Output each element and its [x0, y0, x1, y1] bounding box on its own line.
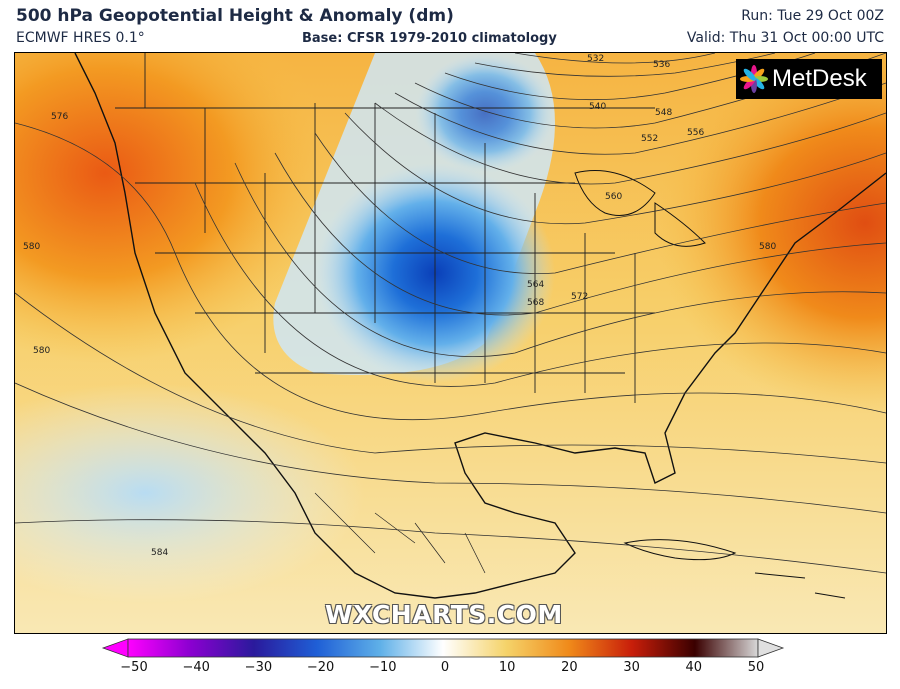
- colorbar-tick-label: 20: [561, 660, 578, 675]
- valid-time: Valid: Thu 31 Oct 00:00 UTC: [686, 30, 884, 46]
- run-time: Run: Tue 29 Oct 00Z: [741, 8, 884, 24]
- chart-title: 500 hPa Geopotential Height & Anomaly (d…: [16, 6, 454, 26]
- colorbar-tick-label: 40: [685, 660, 703, 675]
- colorbar-tick-label: −40: [182, 660, 210, 675]
- colorbar-tick-label: −10: [369, 660, 397, 675]
- warm-anomaly-east: [655, 53, 886, 413]
- contour-label: 580: [23, 242, 40, 252]
- colorbar-min-arrow: [101, 638, 129, 658]
- contour-label: 564: [527, 280, 544, 290]
- colorbar-tick-label: −30: [244, 660, 273, 675]
- colorbar-tick-label: 50: [747, 660, 765, 675]
- great-lakes: [574, 170, 706, 247]
- cool-anomaly-pacific: [15, 383, 365, 603]
- contour-label: 572: [571, 292, 588, 302]
- base-climatology-label: Base: CFSR 1979-2010 climatology: [302, 31, 557, 46]
- warm-anomaly-west: [15, 53, 335, 363]
- contour-label: 532: [587, 54, 604, 64]
- contour-label: 568: [527, 298, 544, 308]
- model-label: ECMWF HRES 0.1°: [16, 30, 145, 46]
- contour-label: 584: [151, 548, 168, 558]
- anomaly-map: 532 536 540 548 552 556 560 564 568 572 …: [14, 52, 887, 634]
- header: 500 hPa Geopotential Height & Anomaly (d…: [0, 0, 900, 52]
- mexico-borders: [314, 492, 486, 574]
- contour-label: 556: [687, 128, 704, 138]
- contour-label: 576: [51, 112, 68, 122]
- metdesk-flower-icon: [740, 65, 768, 93]
- colorbar-tick-label: 0: [440, 660, 450, 675]
- caribbean-islands: [623, 539, 846, 599]
- map-canvas: 532 536 540 548 552 556 560 564 568 572 …: [15, 53, 886, 633]
- metdesk-logo: MetDesk: [736, 59, 882, 99]
- colorbar-gradient: [127, 638, 759, 658]
- state-borders: [115, 53, 655, 403]
- metdesk-logo-text: MetDesk: [772, 65, 867, 92]
- contour-label-group: 532 536 540 548 552 556 560 564 568 572 …: [23, 54, 776, 558]
- colorbar: −50 −40 −30 −20 −10 0 10 20 30 40 50: [0, 636, 900, 689]
- colorbar-tick-label: 30: [623, 660, 640, 675]
- contour-label: 548: [655, 108, 672, 118]
- contour-label: 540: [589, 102, 606, 112]
- coastline: [74, 53, 886, 599]
- colorbar-max-arrow: [757, 638, 785, 658]
- contour-label: 580: [33, 346, 50, 356]
- colorbar-tick-label: −50: [120, 660, 148, 675]
- contour-label: 560: [605, 192, 622, 202]
- contour-label: 536: [653, 60, 670, 70]
- colorbar-tick-label: −20: [306, 660, 335, 675]
- contour-label: 552: [641, 134, 658, 144]
- contour-label: 580: [759, 242, 776, 252]
- colorbar-tick-label: 10: [498, 660, 516, 675]
- wxcharts-watermark: WXCHARTS.COM: [325, 600, 563, 629]
- colorbar-scale: [101, 638, 785, 658]
